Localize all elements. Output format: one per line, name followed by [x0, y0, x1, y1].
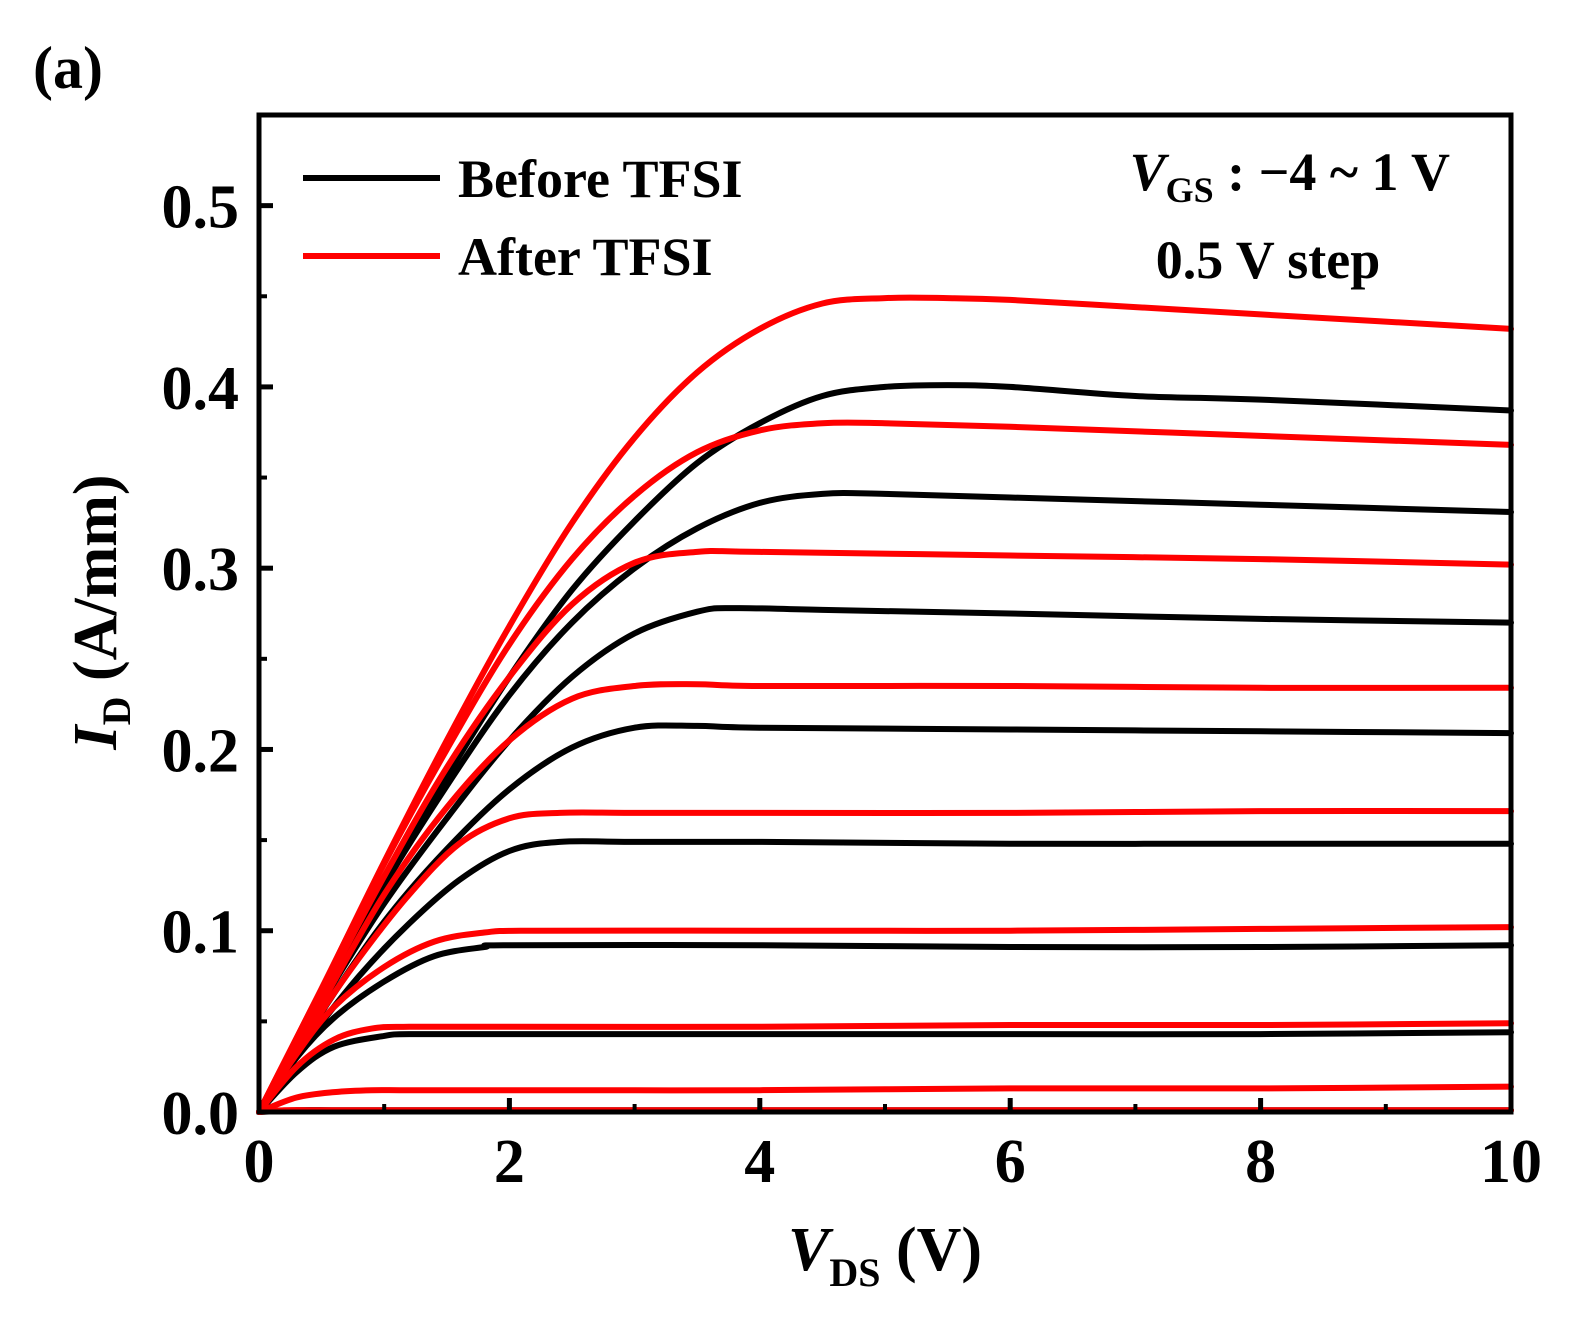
tick-labels-group: 0 2 4 6 8 10 0.0 0.1 0.2 0.3 0.4 0.5: [162, 174, 1543, 1196]
after-tfsi-curve-6: [256, 681, 1514, 1115]
before-tfsi-curve-8: [256, 382, 1514, 1115]
x-tick-label: 0: [244, 1128, 275, 1196]
y-axis-sub: D: [94, 697, 139, 726]
legend-label-after: After TFSI: [458, 227, 713, 287]
y-tick-label: 0.1: [162, 899, 240, 967]
x-tick-label: 2: [494, 1128, 525, 1196]
x-tick-label: 8: [1245, 1128, 1276, 1196]
legend-label-before: Before TFSI: [458, 149, 743, 209]
x-axis-unit: (V): [880, 1216, 982, 1284]
before-tfsi-curve-2: [256, 1029, 1514, 1115]
y-axis-title: ID (A/mm): [62, 474, 139, 750]
before-tfsi-curve-7: [256, 490, 1514, 1115]
before-tfsi-curve-3: [256, 941, 1514, 1115]
after-tfsi-curve-9: [256, 294, 1514, 1115]
before-tfsi-curve-6: [256, 605, 1514, 1115]
vgs-sub: GS: [1166, 170, 1214, 210]
annotation: VGS : −4 ~ 1 V 0.5 V step: [1130, 142, 1450, 290]
after-tfsi-curve-3: [256, 1020, 1514, 1115]
y-tick-label: 0.5: [162, 174, 240, 242]
y-tick-label: 0.4: [162, 355, 240, 423]
x-tick-label: 10: [1480, 1128, 1542, 1196]
after-tfsi-curve-4: [256, 924, 1514, 1115]
vgs-rest: : −4 ~ 1 V: [1214, 142, 1450, 202]
after-tfsi-curve-2: [256, 1083, 1514, 1115]
step-note: 0.5 V step: [1156, 230, 1381, 290]
x-axis-title: VDS (V): [788, 1216, 982, 1295]
y-axis-unit: (A/mm): [62, 474, 130, 696]
vgs-symbol: V: [1130, 142, 1170, 202]
after-tfsi-curve-5: [256, 807, 1514, 1115]
y-tick-label: 0.0: [162, 1080, 240, 1148]
curves-group: [256, 294, 1514, 1115]
y-axis-symbol: I: [62, 724, 130, 751]
vgs-range-note: VGS : −4 ~ 1 V: [1130, 142, 1450, 210]
x-axis-sub: DS: [829, 1250, 880, 1295]
before-tfsi-curve-4: [256, 838, 1514, 1115]
x-tick-label: 6: [995, 1128, 1026, 1196]
y-tick-label: 0.2: [162, 717, 240, 785]
x-tick-label: 4: [744, 1128, 775, 1196]
ticks-group: [256, 203, 1514, 1115]
panel-label: (a): [33, 35, 103, 101]
after-tfsi-curve-7: [256, 547, 1514, 1115]
x-axis-symbol: V: [788, 1216, 834, 1284]
legend: Before TFSI After TFSI: [303, 149, 743, 287]
y-tick-label: 0.3: [162, 536, 240, 604]
